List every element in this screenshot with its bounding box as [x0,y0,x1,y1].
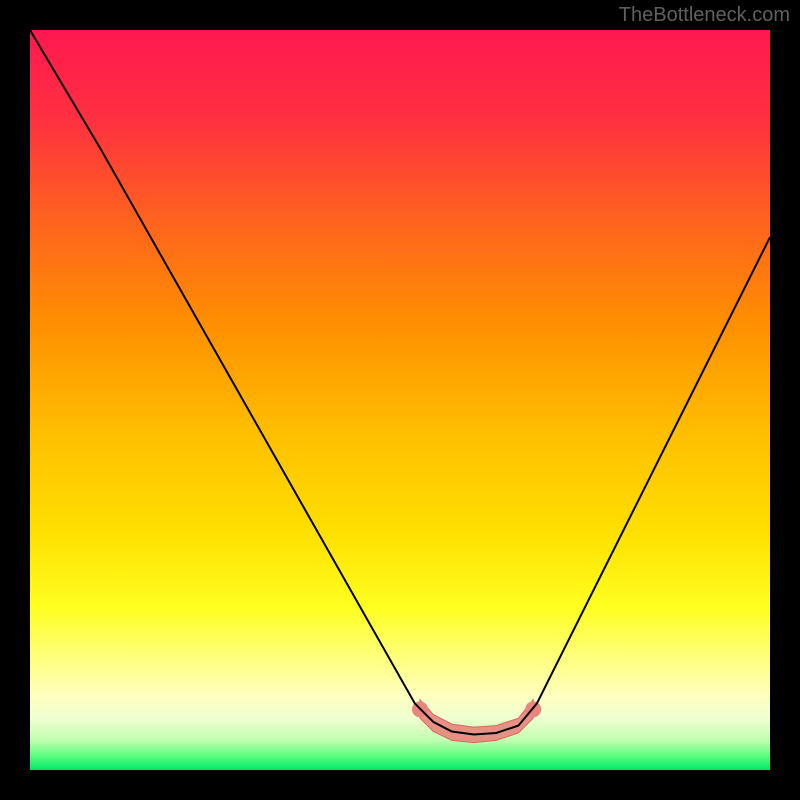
chart-svg [30,30,770,770]
chart-container [30,30,770,770]
chart-background [30,30,770,770]
watermark-text: TheBottleneck.com [619,4,790,27]
